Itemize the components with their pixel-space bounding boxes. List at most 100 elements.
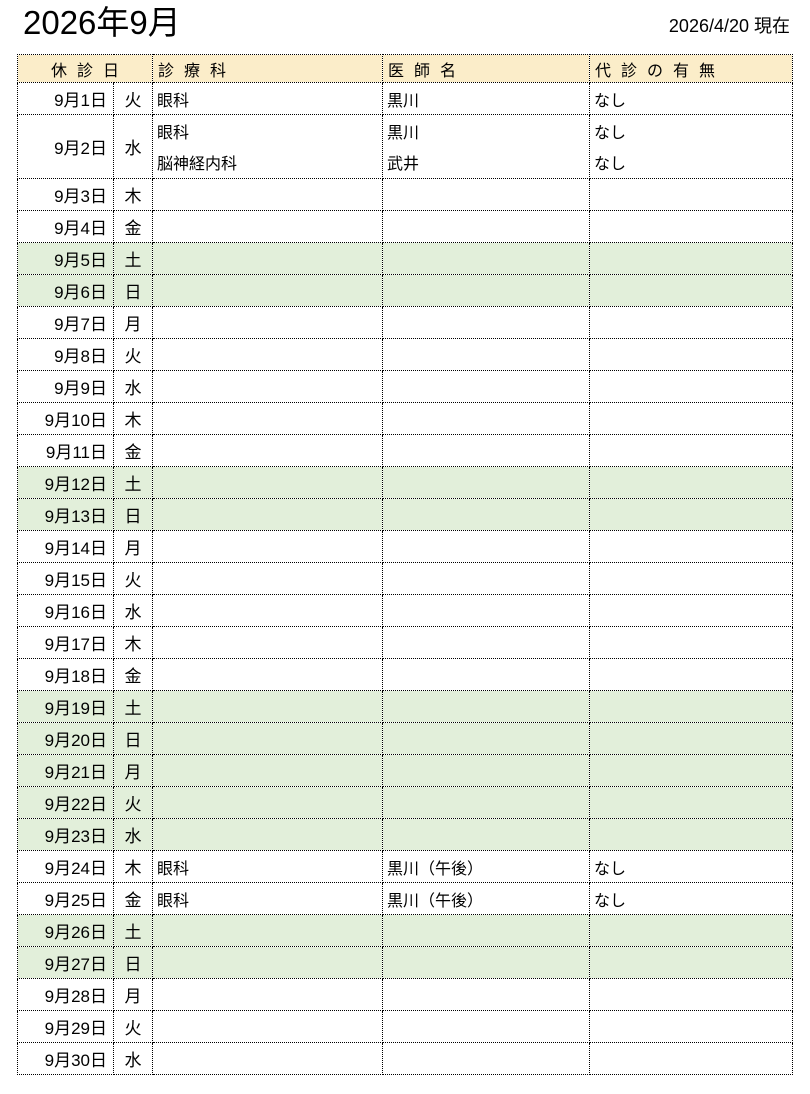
doctor-cell: 黒川	[382, 82, 591, 115]
cell-line: 眼科	[157, 125, 190, 142]
substitute-cell	[589, 754, 794, 787]
doctor-cell	[382, 306, 591, 339]
weekday-cell: 土	[112, 914, 154, 947]
date-cell: 9月25日	[17, 882, 114, 915]
department-cell	[152, 658, 384, 691]
department-cell	[152, 466, 384, 499]
doctor-cell	[382, 178, 591, 211]
substitute-cell	[589, 626, 794, 659]
weekday-cell: 日	[112, 498, 154, 531]
weekday-cell: 土	[112, 466, 154, 499]
doctor-cell	[382, 722, 591, 755]
doctor-cell	[382, 370, 591, 403]
cell-line: なし	[594, 92, 627, 110]
doctor-cell	[382, 338, 591, 371]
department-cell	[152, 242, 384, 275]
substitute-cell: なし なし	[589, 114, 794, 179]
department-cell	[152, 274, 384, 307]
weekday-cell: 水	[112, 818, 154, 851]
doctor-cell	[382, 1042, 591, 1075]
date-cell: 9月20日	[17, 722, 114, 755]
department-cell	[152, 818, 384, 851]
department-cell	[152, 1042, 384, 1075]
date-cell: 9月23日	[17, 818, 114, 851]
doctor-cell	[382, 658, 591, 691]
date-cell: 9月17日	[17, 626, 114, 659]
cell-line: なし	[594, 125, 627, 142]
date-cell: 9月16日	[17, 594, 114, 627]
weekday-cell: 火	[112, 786, 154, 819]
table-header-row: 休診日 診療科 医師名 代診の有無	[16, 54, 794, 83]
weekday-cell: 土	[112, 690, 154, 723]
department-cell	[152, 722, 384, 755]
weekday-cell: 月	[112, 530, 154, 563]
doctor-cell	[382, 466, 591, 499]
weekday-cell: 月	[112, 754, 154, 787]
weekday-cell: 日	[112, 274, 154, 307]
date-cell: 9月19日	[17, 690, 114, 723]
weekday-cell: 月	[112, 978, 154, 1011]
substitute-cell	[589, 786, 794, 819]
cell-line: 眼科	[157, 860, 190, 878]
table-row: 9月3日 木	[17, 178, 794, 211]
department-cell	[152, 530, 384, 563]
table-row: 9月19日 土	[17, 690, 794, 723]
date-cell: 9月10日	[17, 402, 114, 435]
department-cell	[152, 626, 384, 659]
department-cell: 眼科	[152, 82, 384, 115]
table-row: 9月28日 月	[17, 978, 794, 1011]
substitute-cell	[589, 434, 794, 467]
weekday-cell: 水	[112, 114, 154, 179]
substitute-cell	[589, 530, 794, 563]
substitute-cell	[589, 338, 794, 371]
table-row: 9月10日 木	[17, 402, 794, 435]
table-row: 9月2日 水 眼科 脳神経内科 黒川 武井 なし なし	[17, 114, 794, 179]
cell-line: 黒川	[387, 92, 420, 110]
doctor-cell	[382, 274, 591, 307]
weekday-cell: 水	[112, 1042, 154, 1075]
doctor-cell	[382, 1010, 591, 1043]
doctor-cell	[382, 818, 591, 851]
cell-line: 眼科	[157, 92, 190, 110]
substitute-cell	[589, 210, 794, 243]
substitute-cell	[589, 498, 794, 531]
col-header-department: 診療科	[152, 54, 384, 83]
cell-line: 黒川（午後）	[387, 892, 484, 910]
weekday-cell: 火	[112, 562, 154, 595]
substitute-cell	[589, 978, 794, 1011]
substitute-cell	[589, 242, 794, 275]
weekday-cell: 金	[112, 658, 154, 691]
table-row: 9月5日 土	[17, 242, 794, 275]
page-title: 2026年9月	[23, 4, 181, 42]
table-body: 9月1日 火 眼科 黒川 なし 9月2日 水 眼科 脳神経内科 黒川 武井 なし なし…	[17, 82, 794, 1075]
department-cell	[152, 306, 384, 339]
date-cell: 9月6日	[17, 274, 114, 307]
table-row: 9月4日 金	[17, 210, 794, 243]
substitute-cell	[589, 562, 794, 595]
table-row: 9月14日 月	[17, 530, 794, 563]
weekday-cell: 火	[112, 1010, 154, 1043]
date-cell: 9月29日	[17, 1010, 114, 1043]
date-cell: 9月5日	[17, 242, 114, 275]
substitute-cell	[589, 946, 794, 979]
doctor-cell	[382, 626, 591, 659]
cell-line: 黒川（午後）	[387, 860, 484, 878]
department-cell: 眼科 脳神経内科	[152, 114, 384, 179]
date-cell: 9月13日	[17, 498, 114, 531]
cell-line: 黒川	[387, 125, 420, 142]
weekday-cell: 木	[112, 402, 154, 435]
table-row: 9月15日 火	[17, 562, 794, 595]
doctor-cell	[382, 242, 591, 275]
department-cell: 眼科	[152, 850, 384, 883]
department-cell	[152, 1010, 384, 1043]
substitute-cell	[589, 466, 794, 499]
cell-line: なし	[594, 156, 627, 173]
date-cell: 9月12日	[17, 466, 114, 499]
col-header-doctor: 医師名	[382, 54, 591, 83]
department-cell	[152, 690, 384, 723]
table-row: 9月27日 日	[17, 946, 794, 979]
date-cell: 9月26日	[17, 914, 114, 947]
department-cell	[152, 370, 384, 403]
substitute-cell	[589, 1010, 794, 1043]
weekday-cell: 水	[112, 370, 154, 403]
